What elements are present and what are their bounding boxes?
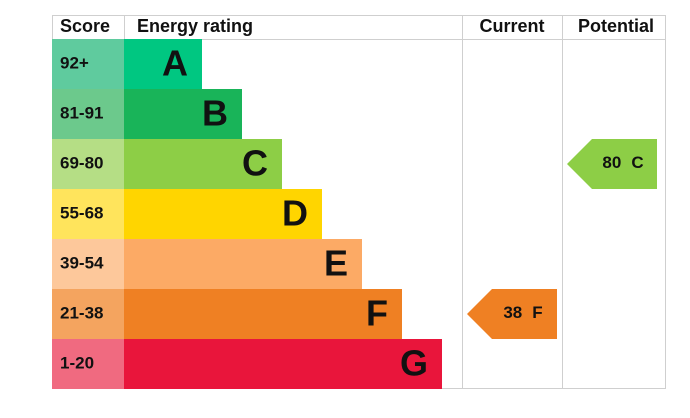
score-label: 1-20 bbox=[60, 353, 94, 372]
header-score: Score bbox=[60, 16, 110, 36]
score-cell bbox=[52, 39, 124, 89]
rating-bar bbox=[124, 139, 282, 189]
header-rating: Energy rating bbox=[137, 16, 253, 36]
header-potential: Potential bbox=[578, 16, 654, 36]
rating-bar bbox=[124, 239, 362, 289]
header-current: Current bbox=[479, 16, 544, 36]
score-cell bbox=[52, 89, 124, 139]
rating-bar bbox=[124, 289, 402, 339]
current-label: 38 F bbox=[503, 303, 542, 322]
score-cell bbox=[52, 339, 124, 389]
score-cell bbox=[52, 139, 124, 189]
score-cell bbox=[52, 239, 124, 289]
score-cell bbox=[52, 189, 124, 239]
rating-letter: G bbox=[400, 343, 428, 384]
potential-label: 80 C bbox=[602, 153, 643, 172]
score-label: 69-80 bbox=[60, 153, 103, 172]
score-label: 21-38 bbox=[60, 303, 103, 322]
score-label: 92+ bbox=[60, 53, 89, 72]
rating-bar bbox=[124, 189, 322, 239]
current-score: 38 bbox=[503, 303, 522, 322]
rating-letter: A bbox=[162, 43, 188, 84]
rating-bar bbox=[124, 89, 242, 139]
rating-letter: C bbox=[242, 143, 268, 184]
rating-letter: B bbox=[202, 93, 228, 134]
rating-letter: D bbox=[282, 193, 308, 234]
potential-arrow bbox=[567, 139, 657, 189]
current-arrow bbox=[467, 289, 557, 339]
potential-rating: C bbox=[631, 153, 643, 172]
potential-score: 80 bbox=[602, 153, 621, 172]
score-label: 81-91 bbox=[60, 103, 103, 122]
rating-bar bbox=[124, 39, 202, 89]
score-label: 55-68 bbox=[60, 203, 103, 222]
rating-bar bbox=[124, 339, 442, 389]
current-rating: F bbox=[532, 303, 542, 322]
score-label: 39-54 bbox=[60, 253, 104, 272]
score-cell bbox=[52, 289, 124, 339]
rating-letter: E bbox=[324, 243, 348, 284]
rating-letter: F bbox=[366, 293, 388, 334]
